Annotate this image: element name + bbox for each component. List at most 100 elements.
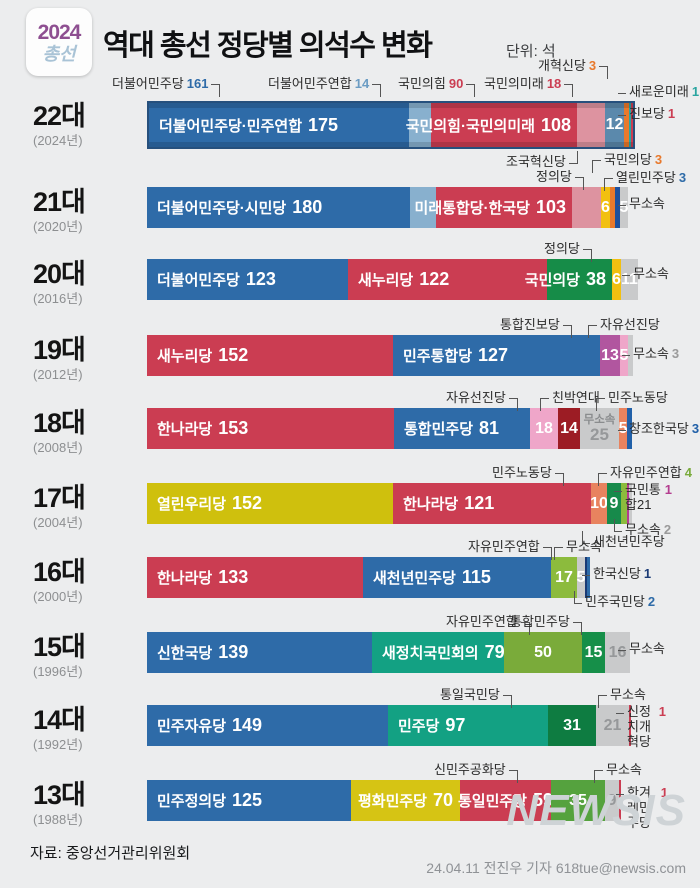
annotation-새로운미래: 새로운미래 1 [618, 84, 700, 100]
era-label: 17대 (2004년) [33, 485, 86, 530]
segment-name: 신한국당 [157, 645, 213, 662]
segment-stacked-label: 무소속 25 [583, 413, 616, 444]
bar-segment-국민의힘: 국민의힘·국민의미래 108 [406, 103, 577, 147]
annotation-text: 친박연대 [552, 390, 600, 405]
segment-name: 더불어민주당 [157, 272, 240, 289]
annotation-국민의당: 국민의당 3 [592, 152, 662, 173]
bar-segment-무소속 [628, 335, 633, 376]
bar-segment-새천년민주당: 9 [607, 483, 621, 524]
source-note: 자료: 중앙선거관리위원회 [30, 845, 191, 862]
era-label: 14대 (1992년) [33, 707, 86, 752]
bar-segment-신한국당: 신한국당 139 [147, 632, 372, 673]
bar-segment-한겨레민주당 [619, 780, 621, 821]
bar-segment-국민의당: 국민의당 38 [525, 259, 612, 300]
era-year: (2008년) [33, 440, 83, 455]
bar-segment-민주자유당: 민주자유당 149 [147, 705, 388, 746]
annotation-개혁신당: 개혁신당 3 [538, 58, 609, 79]
connector-line [508, 770, 518, 783]
annotation-value: 3 [671, 346, 680, 361]
annotation-value: 1 [691, 84, 700, 99]
annotation-text: 정의당 [536, 169, 572, 184]
segment-name: 미래통합당·한국당 [414, 200, 530, 217]
bar-segment-더불어민주당: 더불어민주당·시민당 180 [147, 187, 410, 228]
segment-value: 97 [445, 715, 466, 735]
annotation-자유선진당: 자유선진당 [588, 317, 660, 338]
stacked-bar: 한나라당 153 통합민주당 81 18 14 무소속 25 5 [147, 408, 632, 449]
segment-value: 11 [621, 270, 638, 288]
segment-value: 123 [245, 269, 276, 289]
annotation-text: 조국혁신당 [506, 154, 566, 169]
page-title: 역대 총선 정당별 의석수 변화 [103, 30, 433, 62]
connector-line [542, 547, 552, 560]
segment-value: 122 [419, 269, 450, 289]
bar-segment-자유민주연합: 17 [551, 557, 577, 598]
segment-name: 새천년민주당 [373, 570, 456, 587]
segment-value: 175 [308, 114, 339, 135]
segment-name: 민주자유당 [157, 718, 227, 735]
era-row-21대: 21대 (2020년) 더불어민주당·시민당 180 미래통합당·한국당 103 6 5 정의당… [0, 152, 700, 233]
era-year: (2024년) [33, 133, 83, 148]
bar-segment-자유민주연합 [621, 483, 627, 524]
annotation-value: 14 [354, 76, 370, 91]
annotation-text: 새천년민주당 [593, 534, 665, 549]
annotation-친박연대: 친박연대 [540, 390, 600, 411]
era-label: 22대 (2024년) [33, 103, 86, 148]
segment-name: 새누리당 [157, 348, 213, 365]
era-year: (2004년) [33, 515, 83, 530]
annotation-text: 통합진보당 [500, 317, 560, 332]
connector-line [618, 115, 626, 116]
segment-value: 5 [576, 568, 586, 586]
annotation-신민주공화당: 신민주공화당 [434, 762, 518, 783]
connector-line [554, 473, 564, 486]
annotation-text: 자유선진당 [600, 317, 660, 332]
annotation-자유민주연합: 자유민주연합 4 [598, 465, 692, 486]
connector-line [592, 160, 601, 173]
bar-segment-더불어민주연합 [409, 103, 431, 147]
annotation-새천년민주당: 새천년민주당 [582, 531, 665, 550]
annotation-더불어민주연합: 더불어민주연합 14 [268, 76, 382, 97]
annotation-무소속: 무소속 2 [614, 519, 671, 538]
annotation-text: 무소속 [566, 539, 602, 554]
segment-value: 38 [585, 269, 606, 289]
connector-line [502, 695, 512, 708]
segment-name: 열린우리당 [157, 496, 227, 513]
election-2024-badge: 2024 총선 [26, 8, 92, 76]
segment-value: 59 [533, 790, 554, 810]
segment-value: 14 [560, 419, 578, 437]
era-label: 15대 (1996년) [33, 634, 86, 679]
annotation-text: 더불어민주연합 [268, 76, 352, 91]
connector-line [616, 713, 624, 714]
annotation-text: 민주노동당 [492, 465, 552, 480]
segment-value: 115 [461, 567, 491, 587]
bar-segment-신민주공화당: 35 [551, 780, 605, 821]
annotation-value: 90 [448, 76, 464, 91]
annotation-text: 신민주공화당 [434, 762, 506, 777]
annotation-민주노동당: 민주노동당 [492, 465, 564, 486]
era-year: (1996년) [33, 664, 83, 679]
segment-name: 더불어민주당·민주연합 [159, 117, 302, 135]
bar-segment-진보당 [631, 103, 633, 147]
bar-segment-국민의미래 [577, 103, 605, 147]
era-row-19대: 19대 (2012년) 새누리당 152 민주통합당 127 13 5 통합진보당 자유선진당 무소… [0, 317, 700, 381]
annotation-민주노동당: 민주노동당 [596, 390, 668, 411]
annotation-text: 정의당 [544, 241, 580, 256]
segment-value: 125 [232, 790, 263, 810]
era-row-14대: 14대 (1992년) 민주자유당 149 민주당 97 31 21 통일국민당 무소속 신정치개혁… [0, 687, 700, 751]
annotation-무소속: 무소속 [598, 687, 646, 708]
bar-segment-미래한국당 [572, 187, 601, 228]
annotation-value: 4 [684, 465, 692, 480]
bar-segment-무소속: 16 [605, 632, 630, 673]
era-number: 21대 [33, 187, 86, 217]
segment-name: 통합민주당 [404, 421, 474, 438]
segment-value: 5 [618, 419, 628, 437]
connector-line [582, 531, 590, 544]
connector-line [520, 622, 530, 635]
connector-line [599, 66, 609, 79]
stacked-bar: 민주자유당 149 민주당 97 31 21 [147, 705, 631, 746]
bar-segment-더불어민주당: 더불어민주당 123 [147, 259, 348, 300]
annotation-무소속: 무소속 3 [622, 346, 680, 362]
bar-segment-새누리당: 새누리당 122 [348, 259, 547, 300]
annotation-text: 무소속 [633, 346, 669, 361]
connector-line [582, 249, 592, 262]
segment-name: 민주당 [398, 718, 440, 735]
